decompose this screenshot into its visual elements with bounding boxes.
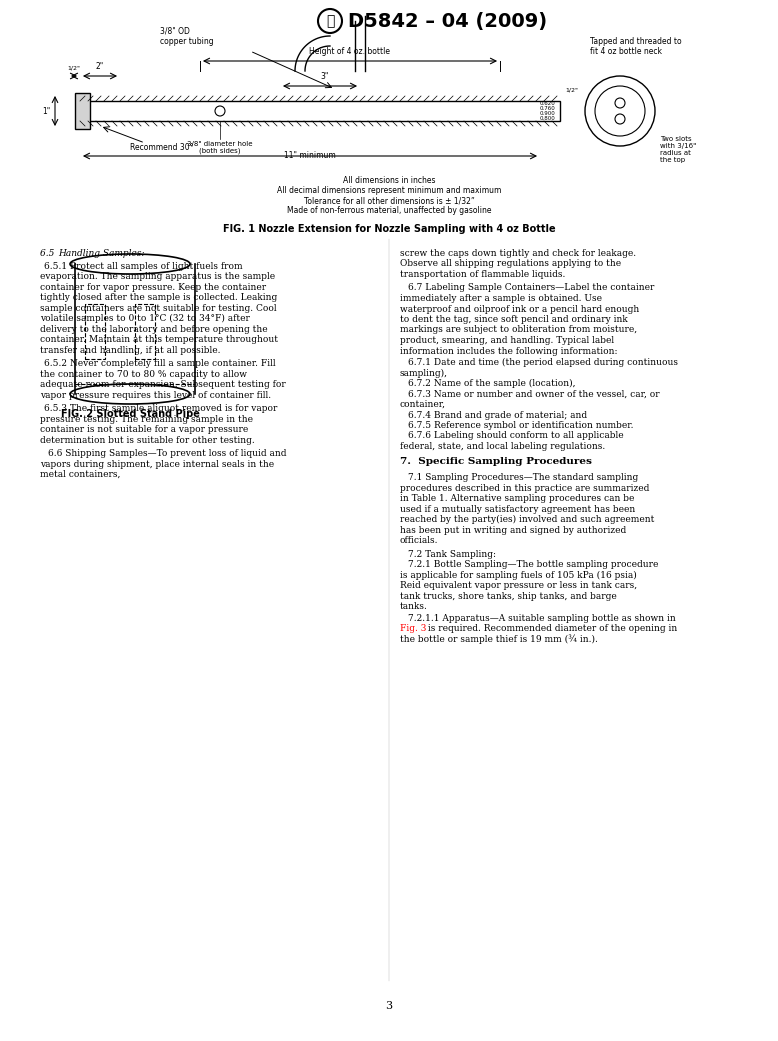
Text: procedures described in this practice are summarized: procedures described in this practice ar… bbox=[400, 484, 650, 492]
Text: 3: 3 bbox=[385, 1001, 393, 1011]
Text: is required. Recommended diameter of the opening in: is required. Recommended diameter of the… bbox=[425, 625, 678, 633]
Text: container for vapor pressure. Keep the container: container for vapor pressure. Keep the c… bbox=[40, 282, 266, 291]
Text: reached by the party(ies) involved and such agreement: reached by the party(ies) involved and s… bbox=[400, 515, 654, 525]
Text: has been put in writing and signed by authorized: has been put in writing and signed by au… bbox=[400, 526, 626, 535]
Text: Fig. 3: Fig. 3 bbox=[400, 625, 426, 633]
Text: 3/8" diameter hole
(both sides): 3/8" diameter hole (both sides) bbox=[187, 141, 253, 154]
Text: evaporation. The sampling apparatus is the sample: evaporation. The sampling apparatus is t… bbox=[40, 272, 275, 281]
Text: 6.6 Shipping Samples—To prevent loss of liquid and: 6.6 Shipping Samples—To prevent loss of … bbox=[48, 449, 286, 458]
Text: 7.2.1.1 Apparatus—A suitable sampling bottle as shown in: 7.2.1.1 Apparatus—A suitable sampling bo… bbox=[408, 614, 676, 623]
Text: Recommend 30°: Recommend 30° bbox=[130, 143, 194, 152]
Text: product, smearing, and handling. Typical label: product, smearing, and handling. Typical… bbox=[400, 336, 614, 345]
Bar bbox=[75, 93, 90, 129]
Text: metal containers,: metal containers, bbox=[40, 471, 121, 479]
Text: 7.1 Sampling Procedures—The standard sampling: 7.1 Sampling Procedures—The standard sam… bbox=[408, 474, 638, 482]
Text: 3/8" OD
copper tubing: 3/8" OD copper tubing bbox=[160, 27, 214, 46]
Text: 6.7.3 Name or number and owner of the vessel, car, or: 6.7.3 Name or number and owner of the ve… bbox=[408, 389, 660, 399]
Text: 1/2": 1/2" bbox=[565, 88, 578, 93]
Text: sample containers are not suitable for testing. Cool: sample containers are not suitable for t… bbox=[40, 304, 277, 312]
Text: 6.5: 6.5 bbox=[40, 249, 58, 258]
Text: 6.5.3 The first sample aliquot removed is for vapor: 6.5.3 The first sample aliquot removed i… bbox=[44, 404, 278, 413]
Text: in Table 1. Alternative sampling procedures can be: in Table 1. Alternative sampling procedu… bbox=[400, 494, 634, 503]
Text: 0.900
0.800: 0.900 0.800 bbox=[539, 110, 555, 122]
Text: screw the caps down tightly and check for leakage.: screw the caps down tightly and check fo… bbox=[400, 249, 636, 258]
Text: Tolerance for all other dimensions is ± 1/32”: Tolerance for all other dimensions is ± … bbox=[303, 196, 475, 205]
Text: 2": 2" bbox=[96, 62, 104, 71]
Text: tightly closed after the sample is collected. Leaking: tightly closed after the sample is colle… bbox=[40, 294, 277, 302]
Text: Ⓛ: Ⓛ bbox=[326, 14, 335, 28]
Text: markings are subject to obliteration from moisture,: markings are subject to obliteration fro… bbox=[400, 326, 637, 334]
Text: 6.7.1 Date and time (the period elapsed during continuous: 6.7.1 Date and time (the period elapsed … bbox=[408, 358, 678, 367]
Text: transfer and handling, if at all possible.: transfer and handling, if at all possibl… bbox=[40, 346, 220, 355]
Text: tank trucks, shore tanks, ship tanks, and barge: tank trucks, shore tanks, ship tanks, an… bbox=[400, 591, 617, 601]
Text: All dimensions in inches: All dimensions in inches bbox=[343, 176, 435, 185]
Text: used if a mutually satisfactory agreement has been: used if a mutually satisfactory agreemen… bbox=[400, 505, 636, 514]
Text: volatile samples to 0 to 1°C (32 to 34°F) after: volatile samples to 0 to 1°C (32 to 34°F… bbox=[40, 314, 250, 323]
Text: Observe all shipping regulations applying to the: Observe all shipping regulations applyin… bbox=[400, 259, 621, 269]
Text: D5842 – 04 (2009): D5842 – 04 (2009) bbox=[348, 11, 547, 30]
Text: 6.5.1 Protect all samples of light fuels from: 6.5.1 Protect all samples of light fuels… bbox=[44, 261, 243, 271]
Text: 6.7.4 Brand and grade of material; and: 6.7.4 Brand and grade of material; and bbox=[408, 410, 587, 420]
Text: 6.5.2 Never completely fill a sample container. Fill: 6.5.2 Never completely fill a sample con… bbox=[44, 359, 275, 369]
Text: tanks.: tanks. bbox=[400, 603, 428, 611]
Bar bbox=[135, 304, 155, 359]
Text: immediately after a sample is obtained. Use: immediately after a sample is obtained. … bbox=[400, 294, 602, 303]
Text: sampling),: sampling), bbox=[400, 369, 448, 378]
Text: vapors during shipment, place internal seals in the: vapors during shipment, place internal s… bbox=[40, 459, 274, 468]
Text: delivery to the laboratory and before opening the: delivery to the laboratory and before op… bbox=[40, 325, 268, 333]
Text: Reid equivalent vapor pressure or less in tank cars,: Reid equivalent vapor pressure or less i… bbox=[400, 581, 637, 590]
Text: 3": 3" bbox=[321, 72, 329, 81]
Text: 7.2.1 Bottle Sampling—The bottle sampling procedure: 7.2.1 Bottle Sampling—The bottle samplin… bbox=[408, 560, 658, 569]
Text: Made of non-ferrous material, unaffected by gasoline: Made of non-ferrous material, unaffected… bbox=[287, 206, 491, 215]
Text: 7.  Specific Sampling Procedures: 7. Specific Sampling Procedures bbox=[400, 457, 592, 466]
Text: container is not suitable for a vapor pressure: container is not suitable for a vapor pr… bbox=[40, 425, 248, 434]
Text: container,: container, bbox=[400, 400, 446, 409]
Text: to dent the tag, since soft pencil and ordinary ink: to dent the tag, since soft pencil and o… bbox=[400, 315, 628, 324]
Text: 7.2 Tank Sampling:: 7.2 Tank Sampling: bbox=[408, 550, 496, 559]
Text: pressure testing. The remaining sample in the: pressure testing. The remaining sample i… bbox=[40, 414, 253, 424]
Text: 1/2": 1/2" bbox=[68, 66, 80, 71]
Text: 1": 1" bbox=[42, 106, 50, 116]
Text: 0.620
0.760: 0.620 0.760 bbox=[539, 101, 555, 111]
Text: 6.7.2 Name of the sample (location),: 6.7.2 Name of the sample (location), bbox=[408, 379, 576, 388]
Text: Handling Samples:: Handling Samples: bbox=[58, 249, 145, 258]
Text: the bottle or sample thief is 19 mm (¾ in.).: the bottle or sample thief is 19 mm (¾ i… bbox=[400, 635, 598, 644]
Text: container. Maintain at this temperature throughout: container. Maintain at this temperature … bbox=[40, 335, 278, 345]
Bar bbox=[80, 101, 560, 121]
Text: is applicable for sampling fuels of 105 kPa (16 psia): is applicable for sampling fuels of 105 … bbox=[400, 570, 636, 580]
Text: adequate room for expansion. Subsequent testing for: adequate room for expansion. Subsequent … bbox=[40, 380, 286, 389]
Text: Tapped and threaded to
fit 4 oz bottle neck: Tapped and threaded to fit 4 oz bottle n… bbox=[590, 36, 682, 56]
Text: Two slots
with 3/16"
radius at
the top: Two slots with 3/16" radius at the top bbox=[660, 136, 696, 163]
Text: information includes the following information:: information includes the following infor… bbox=[400, 347, 618, 355]
Text: 11" minimum: 11" minimum bbox=[284, 151, 336, 160]
Text: 6.7.5 Reference symbol or identification number.: 6.7.5 Reference symbol or identification… bbox=[408, 421, 633, 430]
Text: All decimal dimensions represent minimum and maximum: All decimal dimensions represent minimum… bbox=[277, 186, 501, 195]
Text: transportation of flammable liquids.: transportation of flammable liquids. bbox=[400, 270, 566, 279]
Text: Height of 4 oz. bottle: Height of 4 oz. bottle bbox=[310, 47, 391, 56]
Text: FIG. 1 Nozzle Extension for Nozzle Sampling with 4 oz Bottle: FIG. 1 Nozzle Extension for Nozzle Sampl… bbox=[223, 224, 555, 234]
Text: 6.7 Labeling Sample Containers—Label the container: 6.7 Labeling Sample Containers—Label the… bbox=[408, 283, 654, 293]
Text: vapor pressure requires this level of container fill.: vapor pressure requires this level of co… bbox=[40, 390, 271, 400]
Text: the container to 70 to 80 % capacity to allow: the container to 70 to 80 % capacity to … bbox=[40, 370, 247, 379]
Text: 6.7.6 Labeling should conform to all applicable: 6.7.6 Labeling should conform to all app… bbox=[408, 432, 624, 440]
Text: FIG. 2 Slotted Stand Pipe: FIG. 2 Slotted Stand Pipe bbox=[61, 409, 199, 418]
Bar bbox=[85, 304, 105, 359]
Text: determination but is suitable for other testing.: determination but is suitable for other … bbox=[40, 435, 254, 445]
Text: federal, state, and local labeling regulations.: federal, state, and local labeling regul… bbox=[400, 442, 605, 451]
Text: waterproof and oilproof ink or a pencil hard enough: waterproof and oilproof ink or a pencil … bbox=[400, 305, 640, 313]
Text: officials.: officials. bbox=[400, 536, 439, 545]
